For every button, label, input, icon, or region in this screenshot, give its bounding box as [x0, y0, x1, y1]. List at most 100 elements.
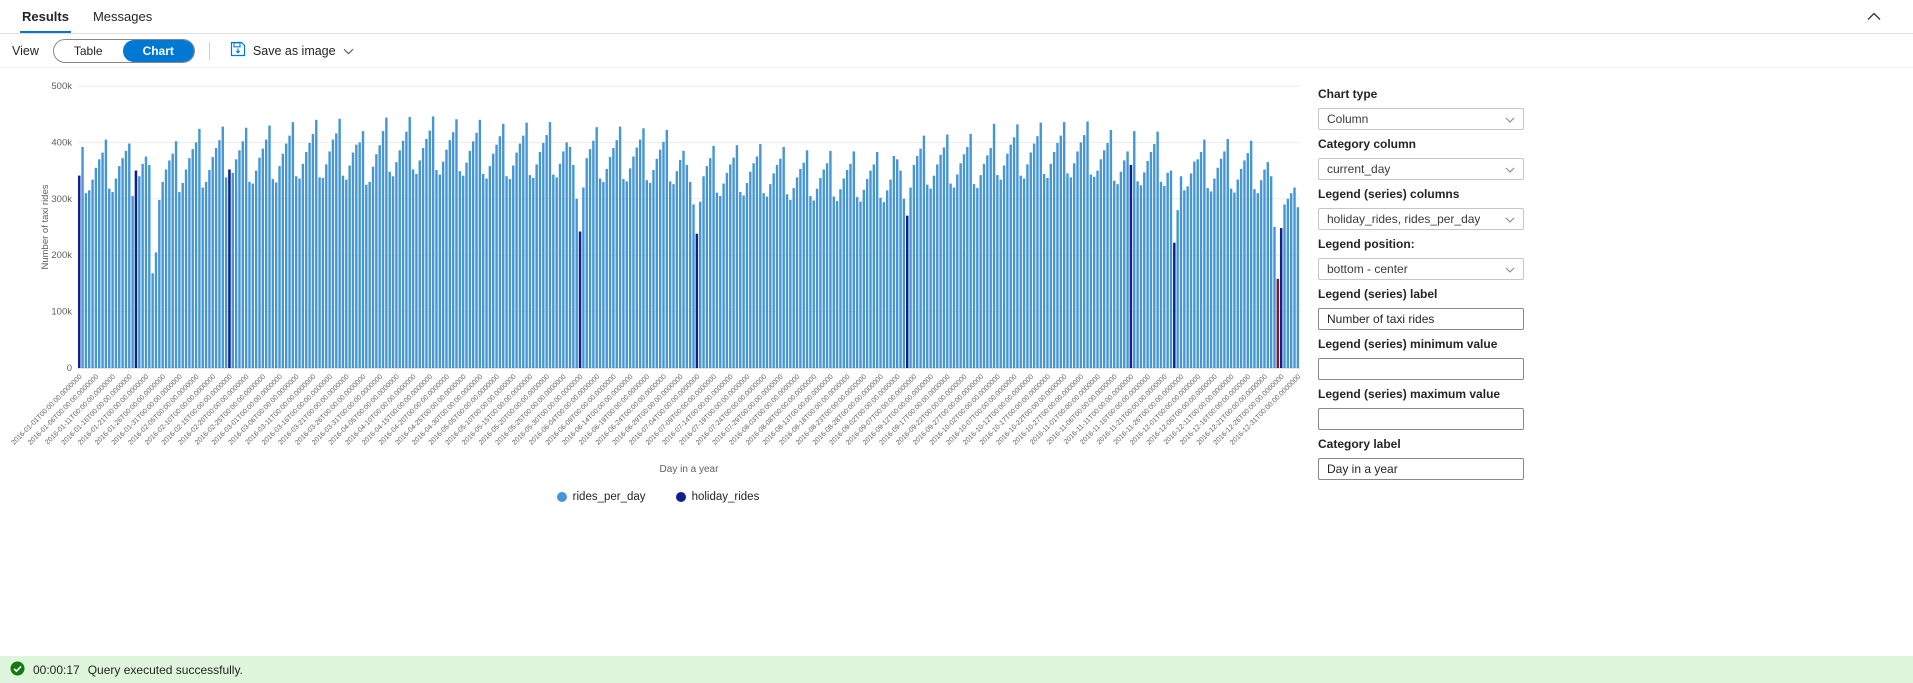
bar-rides-per-day	[745, 183, 749, 368]
bar-rides-per-day	[809, 195, 812, 368]
legend-min-input[interactable]	[1318, 358, 1524, 380]
bar-rides-per-day	[224, 177, 228, 368]
bar-rides-per-day	[1022, 178, 1026, 368]
bar-rides-per-day	[244, 127, 248, 368]
chevron-up-icon	[1867, 9, 1881, 24]
bar-rides-per-day	[1266, 162, 1270, 368]
legend-position-select[interactable]: bottom - center	[1318, 258, 1524, 280]
category-label-input[interactable]	[1318, 458, 1524, 480]
view-table-button[interactable]: Table	[54, 40, 123, 62]
bar-rides-per-day	[725, 172, 729, 368]
bar-rides-per-day	[845, 170, 849, 368]
bar-rides-per-day	[318, 177, 321, 368]
bar-rides-per-day	[959, 163, 962, 368]
bar-rides-per-day	[305, 151, 308, 368]
bar-rides-per-day	[168, 160, 171, 368]
bar-rides-per-day	[755, 156, 759, 368]
legend-position-label: Legend position:	[1318, 237, 1415, 251]
bar-rides-per-day	[184, 169, 188, 368]
bar-rides-per-day	[1236, 179, 1239, 368]
bar-rides-per-day	[295, 176, 298, 368]
bar-rides-per-day	[942, 147, 946, 368]
legend-columns-value: holiday_rides, rides_per_day	[1327, 212, 1481, 226]
bar-rides-per-day	[1253, 189, 1256, 368]
bar-rides-per-day	[742, 195, 745, 368]
bar-rides-per-day	[562, 151, 565, 368]
bar-rides-per-day	[1263, 169, 1266, 368]
legend-max-input[interactable]	[1318, 408, 1524, 430]
bar-rides-per-day	[1166, 172, 1169, 368]
bar-rides-per-day	[805, 150, 809, 368]
bar-rides-per-day	[1153, 144, 1156, 368]
bar-rides-per-day	[498, 136, 502, 368]
bar-rides-per-day	[488, 166, 492, 368]
bar-rides-per-day	[812, 200, 815, 368]
chart-type-select[interactable]: Column	[1318, 108, 1524, 130]
bar-rides-per-day	[268, 125, 271, 368]
legend-min-group: Legend (series) minimum value	[1318, 338, 1524, 380]
bar-rides-per-day	[1019, 175, 1022, 368]
collapse-pane-button[interactable]	[1863, 6, 1885, 28]
bar-rides-per-day	[1136, 181, 1139, 368]
bar-rides-per-day	[775, 164, 779, 368]
bar-rides-per-day	[1079, 142, 1083, 368]
category-column-select[interactable]: current_day	[1318, 158, 1524, 180]
bar-rides-per-day	[648, 183, 652, 368]
bar-rides-per-day	[859, 201, 862, 368]
bar-holiday-rides	[1279, 228, 1283, 368]
bar-rides-per-day	[865, 179, 869, 368]
bar-rides-per-day	[1199, 151, 1203, 368]
bar-rides-per-day	[835, 201, 839, 368]
bar-rides-per-day	[815, 188, 819, 368]
bar-rides-per-day	[1092, 176, 1096, 368]
chevron-down-icon	[1505, 162, 1515, 176]
bar-rides-per-day	[939, 154, 942, 368]
bar-rides-per-day	[485, 178, 488, 368]
legend-item-rides-per-day[interactable]: rides_per_day	[556, 491, 646, 503]
bar-rides-per-day	[271, 179, 275, 368]
chart-settings-panel: Chart type Column Category column curren…	[1318, 88, 1524, 488]
bar-rides-per-day	[1026, 164, 1029, 368]
save-as-image-button[interactable]: Save as image	[224, 37, 360, 64]
view-chart-button[interactable]: Chart	[122, 39, 194, 62]
legend-item-holiday-rides[interactable]: holiday_rides	[675, 491, 759, 503]
legend-label-input[interactable]	[1318, 308, 1524, 330]
success-check-icon	[10, 661, 25, 679]
bar-rides-per-day	[124, 150, 128, 368]
bar-rides-per-day	[285, 143, 288, 368]
bar-rides-per-day	[976, 188, 979, 368]
tab-messages[interactable]: Messages	[81, 0, 164, 33]
bar-rides-per-day	[1186, 186, 1189, 368]
bar-rides-per-day	[204, 181, 208, 368]
bar-rides-per-day	[388, 171, 391, 368]
bar-rides-per-day	[658, 149, 662, 368]
bar-holiday-rides	[906, 215, 909, 368]
bar-rides-per-day	[361, 131, 365, 368]
bar-rides-per-day	[1223, 151, 1226, 368]
bar-holiday-rides	[695, 233, 699, 368]
bar-rides-per-day	[465, 162, 468, 368]
y-tick-label: 100k	[51, 307, 72, 318]
bar-rides-per-day	[595, 127, 598, 368]
bar-rides-per-day	[999, 179, 1002, 368]
bar-rides-per-day	[348, 165, 351, 368]
bar-rides-per-day	[545, 135, 548, 368]
bar-rides-per-day	[542, 142, 545, 368]
tab-results[interactable]: Results	[10, 0, 81, 33]
view-toggle: Table Chart	[52, 38, 195, 63]
legend-columns-select[interactable]: holiday_rides, rides_per_day	[1318, 208, 1524, 230]
bar-rides-per-day	[358, 142, 361, 368]
chevron-down-icon	[1505, 212, 1515, 226]
bar-rides-per-day	[946, 134, 949, 368]
bar-rides-per-day	[1176, 210, 1179, 368]
bar-rides-per-day	[1296, 207, 1300, 368]
bar-rides-per-day	[575, 198, 578, 368]
bar-rides-per-day	[612, 148, 615, 368]
bar-rides-per-day	[735, 145, 739, 368]
bar-rides-per-day	[765, 196, 769, 368]
bar-rides-per-day	[238, 150, 241, 368]
bar-rides-per-day	[345, 179, 348, 368]
bar-rides-per-day	[1249, 140, 1253, 368]
results-pane-tabs: Results Messages	[0, 0, 1913, 34]
bar-rides-per-day	[1012, 137, 1016, 368]
